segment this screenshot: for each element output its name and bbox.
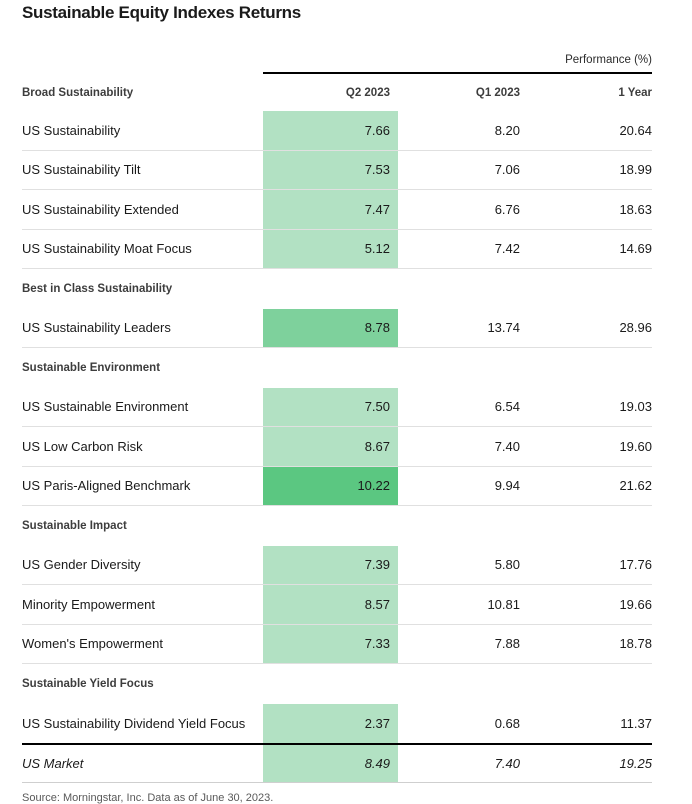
- q2-value-cell: 7.50: [263, 387, 398, 426]
- q2-value-cell: 7.33: [263, 624, 398, 663]
- benchmark-row: US Market 8.49 7.40 19.25: [22, 743, 652, 783]
- q1-value-cell: 6.76: [494, 201, 520, 217]
- q2-value-cell: 7.66: [263, 111, 398, 150]
- q1-value-cell: 10.81: [487, 596, 520, 612]
- table-row: US Sustainability 7.66 8.20 20.64: [22, 111, 652, 151]
- row-label: US Sustainability Tilt: [22, 162, 141, 178]
- q1-value-cell: 7.06: [494, 162, 520, 178]
- section-header-row: Sustainable Impact: [22, 506, 652, 546]
- year-value-cell: 17.76: [619, 557, 652, 573]
- year-value-cell: 21.62: [619, 478, 652, 494]
- section-header-row: Best in Class Sustainability: [22, 269, 652, 309]
- q2-value-cell: 10.22: [263, 466, 398, 505]
- year-value-cell: 20.64: [619, 122, 652, 138]
- section-header-label: Best in Class Sustainability: [22, 282, 173, 295]
- year-value-cell: 11.37: [620, 715, 652, 731]
- year-value-cell: 18.63: [619, 201, 652, 217]
- row-label: US Sustainability: [22, 122, 121, 138]
- row-label: US Low Carbon Risk: [22, 438, 143, 454]
- table-row: US Paris-Aligned Benchmark 10.22 9.94 21.62: [22, 466, 652, 506]
- year-value-cell: 18.99: [619, 162, 652, 178]
- q1-value-cell: 9.94: [494, 478, 520, 494]
- q1-value-cell: 8.20: [494, 122, 520, 138]
- row-label: Women's Empowerment: [22, 636, 163, 652]
- row-label: US Paris-Aligned Benchmark: [22, 478, 191, 494]
- table-row: US Low Carbon Risk 8.67 7.40 19.60: [22, 427, 652, 467]
- table-row: US Sustainable Environment 7.50 6.54 19.03: [22, 387, 652, 427]
- row-label: US Sustainability Extended: [22, 201, 179, 217]
- q2-value-cell: 8.57: [263, 585, 398, 624]
- q2-value-cell: 8.67: [263, 427, 398, 466]
- q1-value-cell: 7.88: [494, 636, 520, 652]
- q2-value-cell: 7.39: [263, 545, 398, 584]
- year-value-cell: 14.69: [619, 241, 652, 257]
- table-row: US Gender Diversity 7.39 5.80 17.76: [22, 545, 652, 585]
- q1-value-cell: 7.40: [494, 755, 520, 771]
- q2-value-cell: 7.47: [263, 190, 398, 229]
- column-header-q2: Q2 2023: [345, 86, 390, 99]
- section-header-label: Sustainable Yield Focus: [22, 677, 154, 690]
- table-row: Minority Empowerment 8.57 10.81 19.66: [22, 585, 652, 625]
- row-label: US Sustainable Environment: [22, 399, 189, 415]
- table-row: US Sustainability Moat Focus 5.12 7.42 14.6…: [22, 229, 652, 269]
- year-value-cell: 19.66: [619, 596, 652, 612]
- q2-value-cell: 7.53: [263, 150, 398, 189]
- table-row: US Sustainability Extended 7.47 6.76 18.63: [22, 190, 652, 230]
- q2-value-cell: 2.37: [263, 703, 398, 743]
- q2-value-cell: 5.12: [263, 229, 398, 268]
- source-note: Source: Morningstar, Inc. Data as of Jun…: [22, 791, 274, 804]
- section-header-row: Sustainable Yield Focus: [22, 664, 652, 704]
- performance-unit-label: Performance (%): [565, 54, 652, 66]
- row-label: US Gender Diversity: [22, 557, 141, 573]
- section-header-row: Sustainable Environment: [22, 348, 652, 388]
- table-row: US Sustainability Tilt 7.53 7.06 18.99: [22, 150, 652, 190]
- q1-value-cell: 0.68: [494, 715, 520, 731]
- returns-table: Performance (%) Broad Sustainability Q2 …: [22, 54, 652, 804]
- q1-value-cell: 7.42: [494, 241, 520, 257]
- column-header-year: 1 Year: [618, 86, 652, 99]
- year-value-cell: 19.60: [619, 438, 652, 454]
- table-row: US Sustainability Leaders 8.78 13.74 28.96: [22, 308, 652, 348]
- year-value-cell: 18.78: [619, 636, 652, 652]
- q1-value-cell: 6.54: [494, 399, 520, 415]
- q2-value-cell: 8.49: [263, 745, 398, 782]
- column-header-group: Broad Sustainability: [22, 86, 134, 99]
- row-label: US Sustainability Leaders: [22, 320, 171, 336]
- q1-value-cell: 7.40: [494, 438, 520, 454]
- section-header-label: Sustainable Environment: [22, 361, 161, 374]
- table-row: US Sustainability Dividend Yield Focus 2.…: [22, 703, 652, 743]
- row-label: Minority Empowerment: [22, 596, 155, 612]
- year-value-cell: 19.03: [619, 399, 652, 415]
- row-label: US Sustainability Moat Focus: [22, 241, 192, 257]
- column-header-row: Broad Sustainability Q2 2023 Q1 2023 1 Y…: [22, 74, 652, 111]
- page-title: Sustainable Equity Indexes Returns: [22, 3, 301, 22]
- column-header-q1: Q1 2023: [475, 86, 520, 99]
- section-header-label: Sustainable Impact: [22, 519, 127, 532]
- q1-value-cell: 5.80: [494, 557, 520, 573]
- header-rule: [263, 72, 652, 74]
- table-body: US Sustainability 7.66 8.20 20.64 US Sustain…: [22, 111, 652, 783]
- table-row: Women's Empowerment 7.33 7.88 18.78: [22, 624, 652, 664]
- year-value-cell: 19.25: [619, 755, 652, 771]
- performance-unit-row: Performance (%): [22, 54, 652, 72]
- row-label: US Market: [22, 755, 84, 771]
- q1-value-cell: 13.74: [487, 320, 520, 336]
- row-label: US Sustainability Dividend Yield Focus: [22, 715, 246, 731]
- year-value-cell: 28.96: [619, 320, 652, 336]
- q2-value-cell: 8.78: [263, 308, 398, 347]
